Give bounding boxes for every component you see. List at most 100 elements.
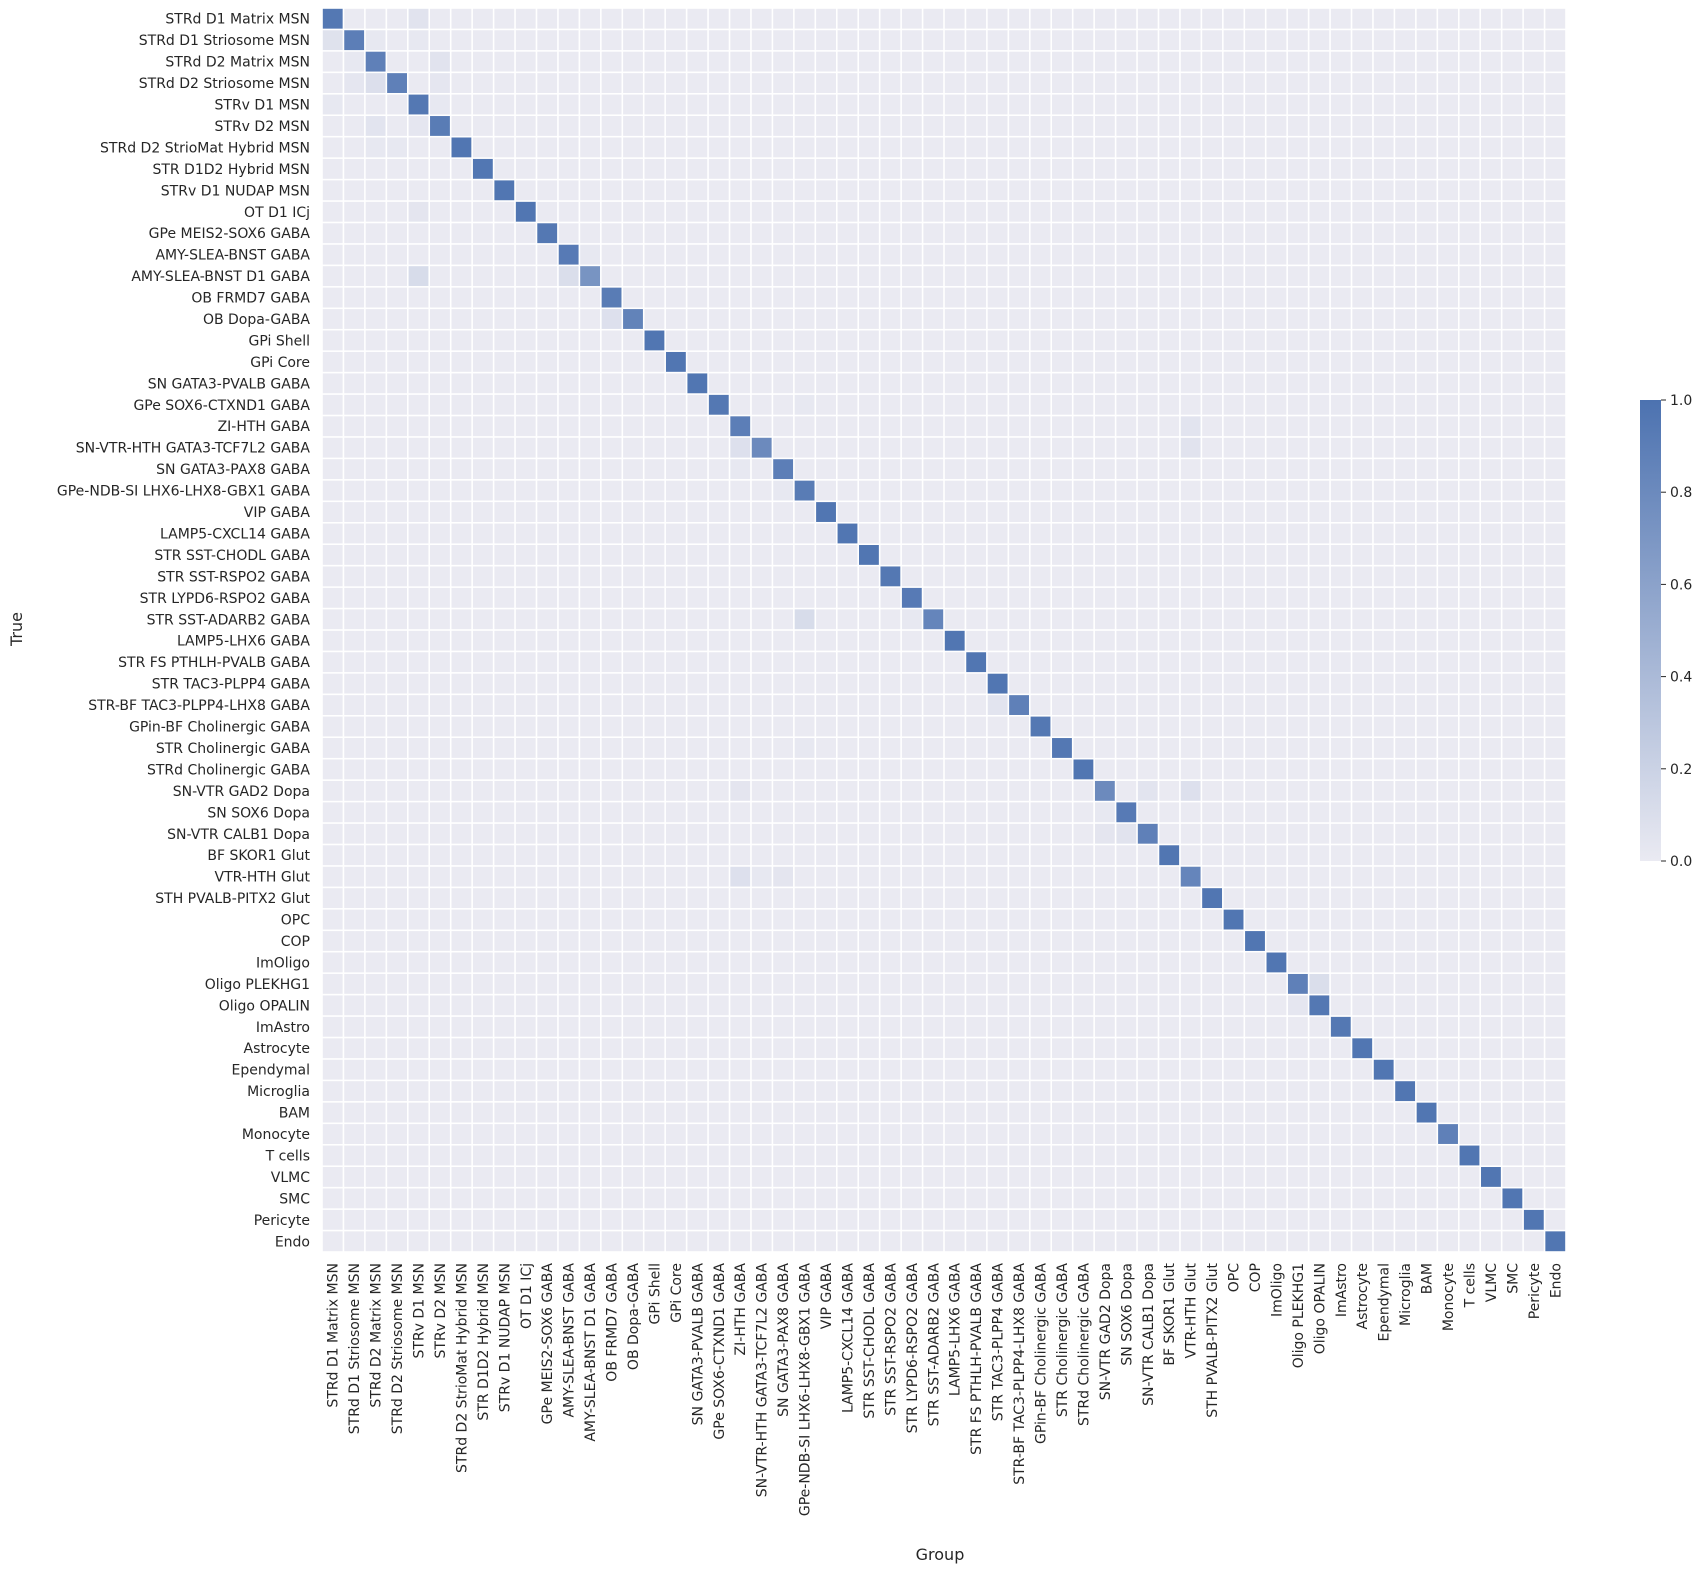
heatmap-cell: [773, 630, 794, 651]
heatmap-cell: [987, 244, 1008, 265]
heatmap-cell: [1009, 630, 1029, 651]
heatmap-cell: [708, 587, 729, 608]
heatmap-cell: [1438, 866, 1458, 887]
heatmap-cell: [558, 223, 579, 244]
heatmap-cell: [472, 845, 493, 866]
heatmap-cell: [1180, 330, 1201, 351]
heatmap-cell: [901, 673, 922, 694]
heatmap-cell: [1545, 180, 1566, 201]
heatmap-cell: [966, 973, 987, 994]
heatmap-cell: [837, 1167, 858, 1187]
heatmap-cell: [344, 223, 365, 244]
y-tick-label: OT D1 ICj: [244, 205, 310, 221]
heatmap-cell: [966, 73, 987, 93]
heatmap-cell: [1309, 973, 1330, 994]
heatmap-cell: [1030, 8, 1051, 29]
heatmap-cell: [1094, 587, 1115, 608]
heatmap-cell: [966, 201, 987, 222]
heatmap-cell: [1545, 8, 1566, 29]
heatmap-cell: [966, 1016, 987, 1037]
heatmap-cell: [472, 180, 493, 201]
heatmap-cell: [730, 995, 751, 1016]
heatmap-cell: [1502, 94, 1523, 115]
heatmap-cell: [665, 845, 686, 866]
heatmap-cell: [880, 866, 901, 887]
heatmap-cell: [944, 909, 965, 930]
heatmap-cell: [708, 1038, 729, 1059]
heatmap-cell: [1416, 823, 1437, 844]
heatmap-cell: [1030, 137, 1051, 158]
heatmap-cell: [558, 673, 579, 694]
heatmap-cell: [1373, 1231, 1394, 1252]
heatmap-cell: [387, 223, 407, 244]
heatmap-cell: [1395, 909, 1416, 930]
heatmap-cell: [1287, 759, 1308, 780]
heatmap-cell: [472, 416, 493, 437]
heatmap-cell: [773, 1167, 794, 1187]
heatmap-cell: [1202, 673, 1223, 694]
heatmap-cell: [708, 8, 729, 29]
heatmap-cell: [322, 587, 343, 608]
heatmap-cell: [923, 1081, 944, 1102]
heatmap-cell: [537, 630, 558, 651]
heatmap-cell: [1502, 244, 1523, 265]
heatmap-cell: [837, 1188, 858, 1209]
heatmap-cell: [494, 94, 515, 115]
heatmap-cell: [1202, 116, 1223, 136]
heatmap-cell: [1481, 394, 1501, 415]
heatmap-cell: [322, 673, 343, 694]
heatmap-cell: [1159, 1038, 1180, 1059]
heatmap-cell: [1223, 587, 1244, 608]
heatmap-cell: [1159, 1016, 1180, 1037]
heatmap-cell: [623, 952, 643, 973]
heatmap-cell: [1523, 94, 1544, 115]
heatmap-cell: [1009, 309, 1029, 329]
x-tick-label: OT D1 ICj: [519, 1263, 535, 1329]
heatmap-cell: [1116, 609, 1137, 630]
heatmap-cell: [1094, 1188, 1115, 1209]
heatmap-cell: [1545, 1081, 1566, 1102]
heatmap-cell: [537, 502, 558, 522]
heatmap-cell: [1330, 523, 1351, 544]
heatmap-cell: [537, 1231, 558, 1252]
heatmap-cell: [665, 1016, 686, 1037]
y-tick-label: STRd D2 StrioMat Hybrid MSN: [100, 140, 310, 156]
heatmap-cell: [794, 137, 815, 158]
heatmap-cell: [1073, 1188, 1094, 1209]
heatmap-cell: [794, 51, 815, 72]
heatmap-cell: [1438, 1124, 1458, 1144]
colorbar-tick-label: 0.6: [1670, 577, 1692, 593]
heatmap-cell: [987, 158, 1008, 179]
y-tick-label: Microglia: [247, 1084, 310, 1100]
heatmap-cell: [322, 116, 343, 136]
heatmap-cell: [1137, 351, 1158, 372]
heatmap-cell: [1266, 394, 1287, 415]
heatmap-cell: [1180, 609, 1201, 630]
heatmap-cell: [1009, 1209, 1029, 1230]
heatmap-cell: [730, 330, 751, 351]
heatmap-cell: [430, 759, 450, 780]
heatmap-cell: [1523, 823, 1544, 844]
heatmap-cell: [773, 502, 794, 522]
heatmap-cell: [966, 1102, 987, 1123]
heatmap-cell: [1523, 1145, 1544, 1166]
heatmap-cell: [1373, 73, 1394, 93]
heatmap-cell: [1009, 931, 1029, 951]
heatmap-cell: [430, 673, 450, 694]
heatmap-cell: [859, 652, 879, 673]
heatmap-cell: [665, 931, 686, 951]
heatmap-cell: [1245, 330, 1265, 351]
x-tick-label: VLMC: [1484, 1263, 1500, 1302]
heatmap-cell: [708, 523, 729, 544]
heatmap-cell: [1094, 51, 1115, 72]
heatmap-cell: [644, 995, 665, 1016]
heatmap-cell: [494, 201, 515, 222]
heatmap-cell: [837, 1081, 858, 1102]
heatmap-cell: [1030, 695, 1051, 715]
heatmap-cell: [1395, 437, 1416, 458]
heatmap-cell: [901, 1102, 922, 1123]
heatmap-cell: [1481, 287, 1501, 308]
heatmap-cell: [901, 287, 922, 308]
heatmap-cell: [1180, 480, 1201, 501]
heatmap-cell: [1459, 116, 1480, 136]
